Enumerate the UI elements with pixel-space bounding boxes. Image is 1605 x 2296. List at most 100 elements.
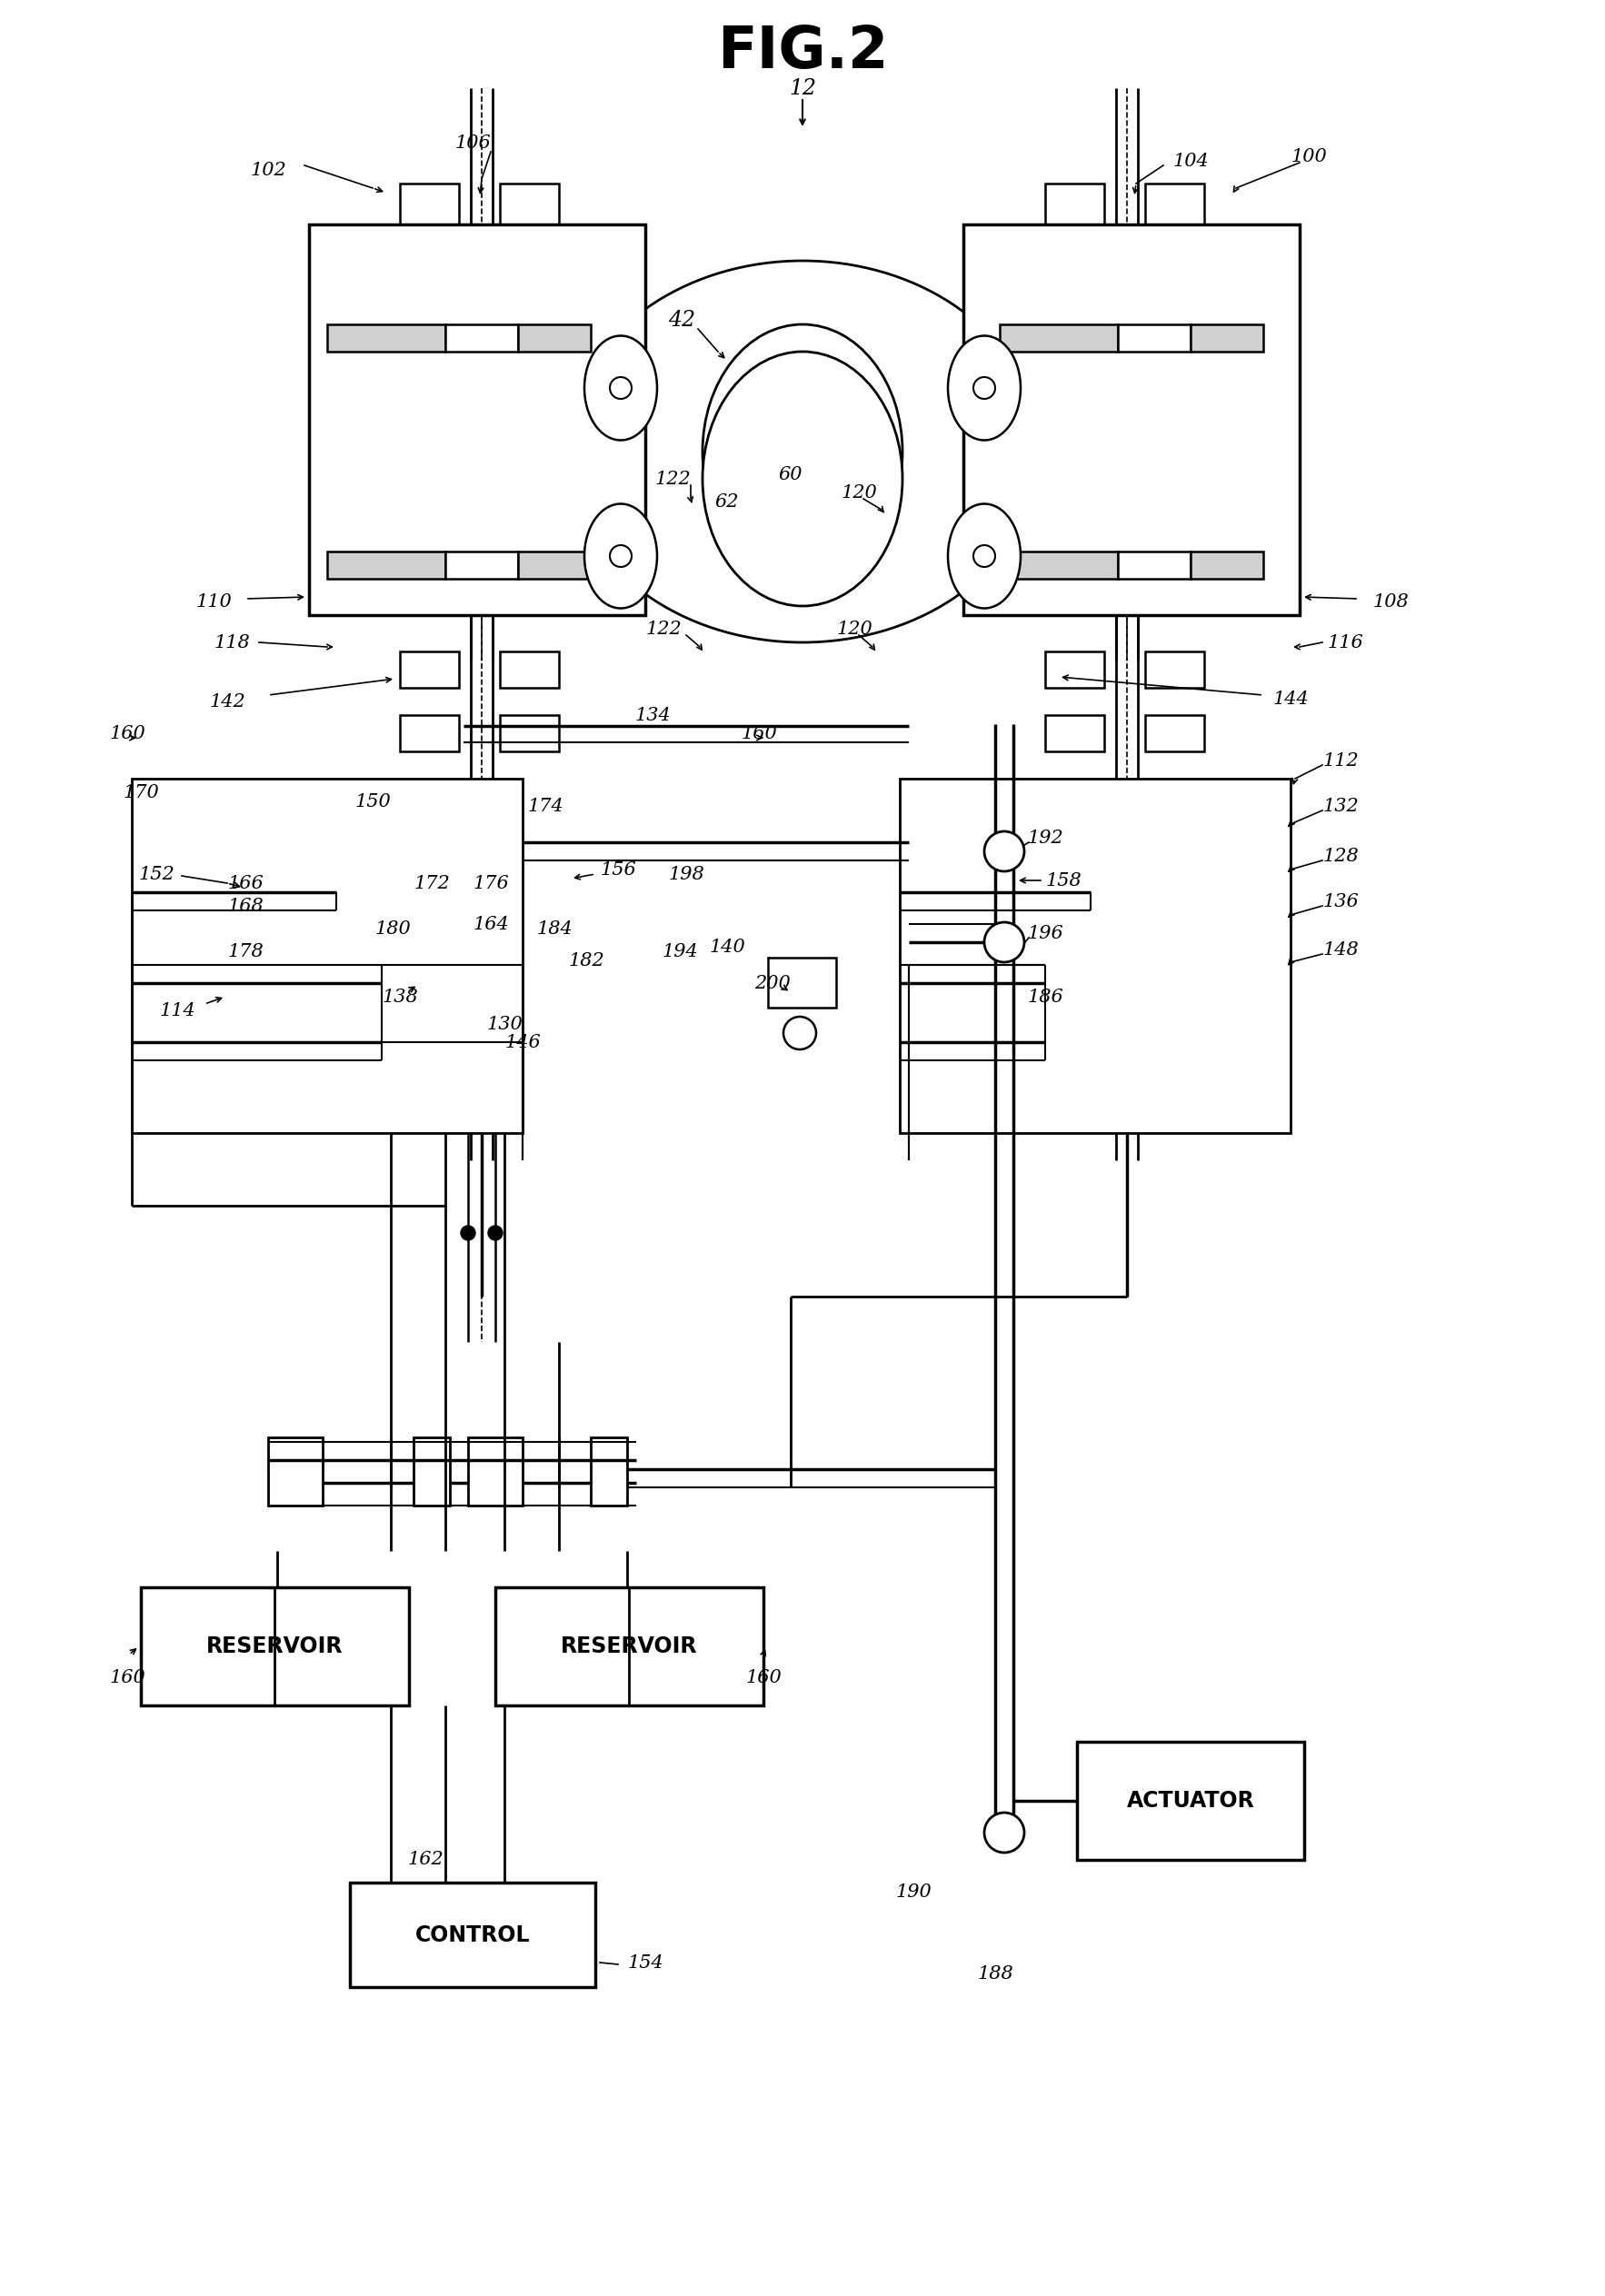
Text: 156: 156 [600,861,636,877]
Text: 176: 176 [473,875,509,891]
Text: 184: 184 [536,921,573,937]
Text: 110: 110 [196,592,231,611]
Text: 104: 104 [1173,152,1209,170]
Text: 160: 160 [745,1669,782,1688]
Text: 138: 138 [382,987,417,1006]
Bar [350,1883,595,1986]
Bar [1117,551,1191,579]
Circle shape [973,544,995,567]
Text: 192: 192 [1027,829,1063,847]
Text: ACTUATOR: ACTUATOR [1127,1791,1255,1812]
Text: 180: 180 [374,921,411,937]
Bar [1144,184,1204,225]
Text: 162: 162 [408,1851,443,1869]
Text: 142: 142 [209,693,246,709]
Text: 198: 198 [668,866,705,882]
Text: 154: 154 [628,1954,663,1972]
Text: 158: 158 [1045,872,1082,889]
Bar [445,324,518,351]
Text: 166: 166 [228,875,263,891]
Text: 186: 186 [1027,987,1063,1006]
Bar [1045,714,1104,751]
Text: 136: 136 [1323,893,1358,909]
Bar [400,714,459,751]
Text: FIG.2: FIG.2 [717,23,888,80]
Text: 116: 116 [1327,634,1363,652]
Text: 112: 112 [1323,751,1358,769]
Text: 120: 120 [841,484,876,501]
Text: 150: 150 [355,792,390,810]
Circle shape [783,1017,815,1049]
Text: 160: 160 [742,726,777,742]
Bar [518,551,591,579]
Bar [310,225,645,615]
Bar [1000,324,1117,351]
Bar [1117,324,1191,351]
Text: 178: 178 [228,944,263,960]
Text: 164: 164 [473,916,509,932]
Text: 196: 196 [1027,925,1063,941]
Text: 168: 168 [228,898,263,914]
Text: 134: 134 [634,707,671,723]
Text: 122: 122 [655,471,690,487]
Text: 144: 144 [1273,691,1308,707]
Text: 174: 174 [526,797,563,815]
Bar [445,551,518,579]
Bar [141,1587,409,1706]
Bar [1191,551,1263,579]
Bar [400,652,459,689]
Bar [900,778,1290,1132]
Text: 170: 170 [124,783,159,801]
Circle shape [984,1812,1024,1853]
Text: 188: 188 [977,1965,1013,1981]
Bar [1045,184,1104,225]
Text: 200: 200 [754,974,791,992]
Text: 62: 62 [714,494,740,510]
Text: 122: 122 [645,620,682,638]
Text: RESERVOIR: RESERVOIR [560,1635,697,1658]
Ellipse shape [949,335,1021,441]
Text: 146: 146 [504,1033,541,1052]
Text: 160: 160 [109,726,146,742]
Text: 120: 120 [836,620,873,638]
Ellipse shape [584,335,656,441]
Bar [1077,1743,1305,1860]
Text: 108: 108 [1372,592,1409,611]
Bar [1000,551,1117,579]
Text: 114: 114 [159,1001,196,1019]
Text: 190: 190 [896,1883,931,1901]
Text: 172: 172 [414,875,449,891]
Text: 42: 42 [668,310,695,331]
Bar [327,324,445,351]
Ellipse shape [949,503,1021,608]
Text: 12: 12 [790,78,815,99]
Bar [591,1437,628,1506]
Circle shape [610,377,632,400]
Text: 128: 128 [1323,847,1358,866]
Circle shape [488,1226,502,1240]
Bar [499,714,559,751]
Circle shape [984,923,1024,962]
Bar [414,1437,449,1506]
Ellipse shape [703,351,902,606]
Text: 194: 194 [661,944,698,960]
Bar [132,778,523,1132]
Text: 182: 182 [568,953,603,969]
Bar [1144,652,1204,689]
Bar [767,957,836,1008]
Ellipse shape [584,503,656,608]
Text: 132: 132 [1323,797,1358,815]
Circle shape [973,377,995,400]
Text: 160: 160 [109,1669,146,1688]
Bar [963,225,1300,615]
Text: 102: 102 [250,161,286,179]
Text: 60: 60 [778,466,802,482]
Circle shape [610,544,632,567]
Bar [499,652,559,689]
Bar [268,1437,323,1506]
Bar [499,184,559,225]
Circle shape [461,1226,475,1240]
Text: 140: 140 [709,939,745,955]
Text: 106: 106 [454,133,491,152]
Bar [496,1587,764,1706]
